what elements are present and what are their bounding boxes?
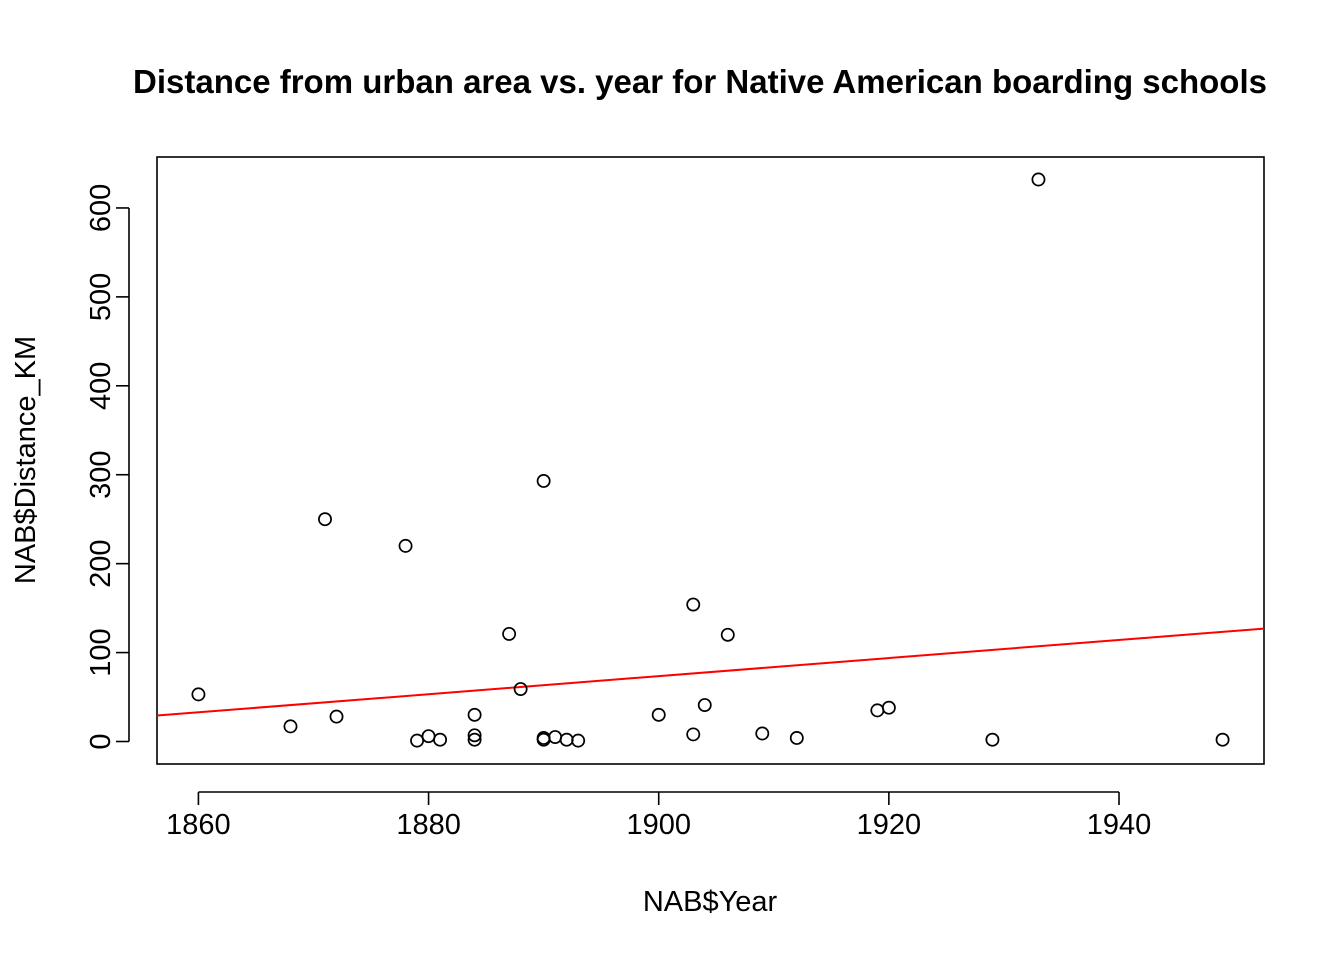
- data-point: [513, 682, 528, 696]
- data-point: [870, 703, 885, 718]
- x-tick-label: 1860: [166, 809, 231, 841]
- data-point: [1215, 732, 1230, 747]
- data-point: [467, 728, 482, 743]
- data-point: [789, 730, 804, 745]
- y-tick-label: 100: [85, 628, 117, 676]
- regression-line: [157, 627, 1264, 717]
- chart-title: Distance from urban area vs. year for Na…: [133, 63, 1267, 100]
- data-point: [467, 707, 482, 722]
- y-tick-label: 0: [85, 733, 117, 749]
- data-point: [651, 707, 666, 722]
- y-axis: 0 100 200 300 400 500 600: [85, 184, 130, 750]
- y-tick-label: 400: [85, 362, 117, 410]
- data-point: [283, 719, 298, 734]
- data-point: [985, 732, 1000, 747]
- points-group: [191, 172, 1230, 748]
- data-point: [421, 729, 436, 744]
- data-point: [571, 733, 586, 748]
- data-point: [410, 733, 425, 748]
- data-point: [467, 732, 482, 747]
- x-axis-label: NAB$Year: [643, 886, 778, 918]
- data-point: [433, 732, 448, 747]
- x-tick-label: 1940: [1087, 809, 1152, 841]
- y-tick-label: 300: [85, 451, 117, 499]
- data-point: [881, 700, 896, 715]
- data-point: [559, 732, 574, 747]
- y-axis-label: NAB$Distance_KM: [10, 336, 42, 584]
- x-tick-label: 1900: [626, 809, 691, 841]
- plot-frame: [156, 156, 1265, 765]
- data-point: [536, 474, 551, 488]
- y-tick-label: 200: [85, 539, 117, 587]
- data-point: [697, 698, 712, 712]
- x-axis: 1860 1880 1900 1920 1940: [166, 791, 1152, 841]
- data-point: [686, 727, 701, 742]
- x-tick-label: 1880: [396, 809, 461, 841]
- data-point: [686, 597, 701, 612]
- data-point: [318, 512, 332, 527]
- x-tick-label: 1920: [857, 809, 922, 841]
- data-point: [502, 626, 517, 641]
- data-point: [329, 709, 344, 724]
- data-point: [755, 726, 770, 741]
- regression-line-group: [157, 627, 1264, 717]
- data-point: [398, 538, 413, 553]
- data-point: [548, 730, 563, 745]
- data-point: [720, 627, 735, 642]
- data-point: [1031, 172, 1046, 187]
- y-tick-label: 600: [85, 184, 117, 232]
- y-tick-label: 500: [85, 273, 117, 321]
- data-point: [191, 687, 206, 702]
